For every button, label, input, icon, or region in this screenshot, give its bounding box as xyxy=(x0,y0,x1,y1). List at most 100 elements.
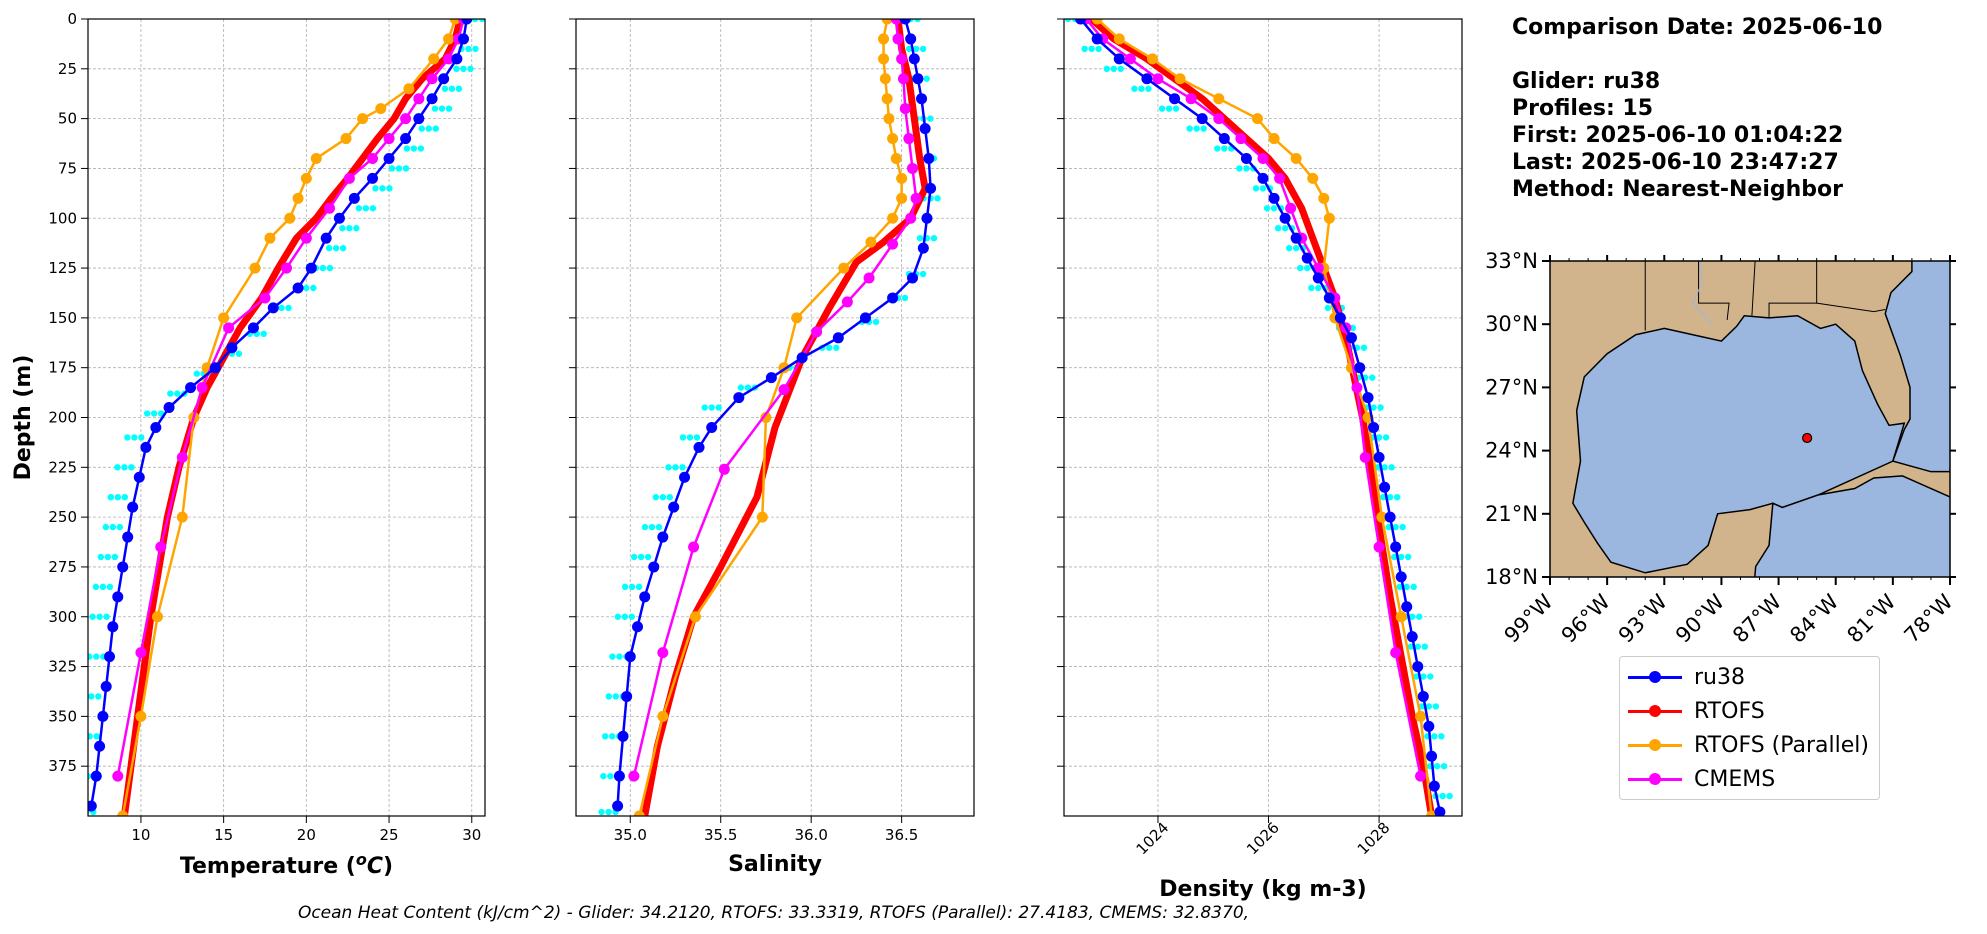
data-point xyxy=(449,19,461,25)
data-point xyxy=(400,133,412,145)
profile-point xyxy=(1440,762,1448,770)
data-point xyxy=(910,192,922,204)
data-point xyxy=(375,103,387,115)
profile-point xyxy=(418,125,425,132)
profile-point xyxy=(445,105,453,112)
data-point xyxy=(1428,780,1440,792)
data-point xyxy=(1113,53,1125,65)
map-lon-label: 90°W xyxy=(1671,589,1729,647)
data-point xyxy=(633,810,645,816)
data-point xyxy=(648,561,660,573)
profile-point xyxy=(1243,165,1250,172)
profile-point xyxy=(644,553,652,561)
data-point xyxy=(1318,192,1330,204)
profile-point xyxy=(325,244,333,252)
profile-point xyxy=(665,464,672,471)
profile-point xyxy=(1446,792,1453,800)
data-point xyxy=(428,53,440,65)
profile-point xyxy=(353,225,360,232)
map-lat-label: 27°N xyxy=(1485,375,1538,399)
profile-point xyxy=(472,45,479,53)
data-point xyxy=(890,152,902,164)
data-point xyxy=(1268,192,1280,204)
series-group xyxy=(88,19,485,816)
location-map: 33°N 30°N 27°N 24°N 21°N 18°N99°W 96°W 93°W 90°W… xyxy=(1485,249,1958,648)
data-point xyxy=(899,19,911,25)
profile-point xyxy=(97,553,105,561)
data-point xyxy=(112,591,124,603)
profile-point xyxy=(455,85,463,92)
data-point xyxy=(1415,770,1427,782)
data-point xyxy=(300,232,312,244)
profile-point xyxy=(1427,673,1434,680)
profile-point xyxy=(1397,553,1405,561)
ohc-text: Ocean Heat Content (kJ/cm^2) - Glider: 3… xyxy=(297,903,1250,923)
data-point xyxy=(1415,710,1427,722)
profile-point xyxy=(285,304,292,312)
profile-point xyxy=(1165,105,1173,112)
data-point xyxy=(892,33,904,45)
data-point xyxy=(151,611,163,623)
data-point xyxy=(135,647,147,659)
profile-point xyxy=(1388,464,1395,471)
map-lon-label: 81°W xyxy=(1842,589,1900,647)
profile-point xyxy=(635,583,643,591)
y-tick-label: 375 xyxy=(48,757,77,775)
info-box: Comparison Date: 2025-06-10 Glider: ru38… xyxy=(1512,14,1882,203)
data-point xyxy=(218,312,230,324)
profile-point xyxy=(914,19,921,23)
profile-point xyxy=(1186,125,1193,132)
data-point xyxy=(413,93,425,105)
profile-point xyxy=(88,693,95,700)
data-point xyxy=(292,192,304,204)
y-tick-label: 50 xyxy=(58,110,77,128)
data-point xyxy=(457,33,469,45)
profile-point xyxy=(1252,185,1260,192)
data-point xyxy=(878,53,890,65)
data-point xyxy=(1379,481,1391,493)
profile-point xyxy=(919,270,927,278)
data-point xyxy=(133,471,145,483)
series-line xyxy=(90,19,469,807)
y-tick-label: 350 xyxy=(48,707,77,725)
data-point xyxy=(832,332,844,344)
data-point xyxy=(1417,690,1429,702)
data-point xyxy=(94,740,106,752)
data-point xyxy=(689,611,701,623)
data-point xyxy=(140,441,152,453)
comparison-date: Comparison Date: 2025-06-10 xyxy=(1512,15,1883,40)
profile-point xyxy=(1095,45,1102,53)
profile-point xyxy=(1370,404,1377,411)
data-point xyxy=(879,73,891,85)
profile-point xyxy=(362,205,370,212)
data-point xyxy=(760,412,772,423)
x-tick-label: 30 xyxy=(462,826,481,844)
data-point xyxy=(657,710,669,722)
profile-point xyxy=(1200,125,1207,132)
profile-point xyxy=(332,244,340,252)
y-tick-label: 0 xyxy=(67,10,77,28)
profile-point xyxy=(88,653,93,660)
atlantic-water xyxy=(1884,261,1950,473)
profile-point xyxy=(1385,523,1392,531)
profile-point xyxy=(278,304,285,312)
profile-point xyxy=(1270,205,1278,212)
profile-point xyxy=(1432,703,1440,710)
profile-point xyxy=(1110,65,1117,73)
profile-point xyxy=(1263,205,1271,212)
data-point xyxy=(117,561,129,573)
data-point xyxy=(896,53,908,65)
last-time: Last: 2025-06-10 23:47:27 xyxy=(1512,150,1839,175)
x-axis-label: Salinity xyxy=(728,852,822,877)
data-point xyxy=(906,272,918,284)
series-line xyxy=(1079,19,1442,813)
profile-point xyxy=(1103,65,1110,73)
profile-point xyxy=(1088,45,1095,53)
data-point xyxy=(209,362,221,374)
data-point xyxy=(896,172,908,184)
profile-point xyxy=(478,19,485,23)
profile-point xyxy=(372,185,379,192)
data-point xyxy=(878,33,890,45)
x-tick-label: 36.0 xyxy=(794,826,827,844)
